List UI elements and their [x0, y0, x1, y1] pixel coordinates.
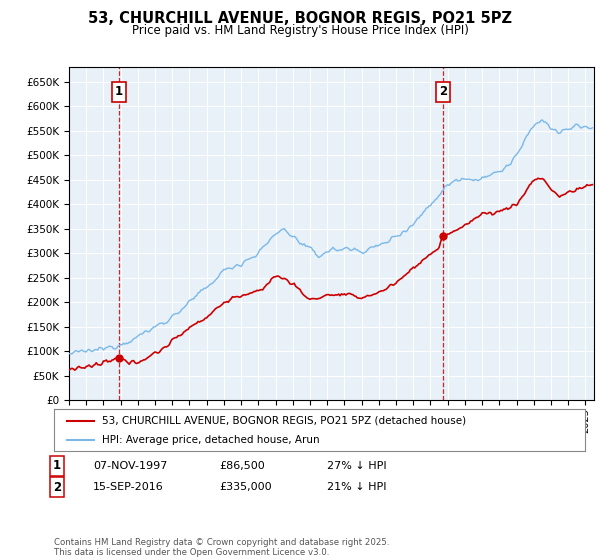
Text: 1: 1 [115, 85, 123, 98]
Text: 2: 2 [53, 480, 61, 494]
Text: 15-SEP-2016: 15-SEP-2016 [93, 482, 164, 492]
Text: £335,000: £335,000 [219, 482, 272, 492]
Text: Contains HM Land Registry data © Crown copyright and database right 2025.
This d: Contains HM Land Registry data © Crown c… [54, 538, 389, 557]
Text: HPI: Average price, detached house, Arun: HPI: Average price, detached house, Arun [102, 435, 319, 445]
Text: 53, CHURCHILL AVENUE, BOGNOR REGIS, PO21 5PZ: 53, CHURCHILL AVENUE, BOGNOR REGIS, PO21… [88, 11, 512, 26]
Text: 07-NOV-1997: 07-NOV-1997 [93, 461, 167, 471]
Text: 27% ↓ HPI: 27% ↓ HPI [327, 461, 386, 471]
Text: 1: 1 [53, 459, 61, 473]
Text: 53, CHURCHILL AVENUE, BOGNOR REGIS, PO21 5PZ (detached house): 53, CHURCHILL AVENUE, BOGNOR REGIS, PO21… [102, 416, 466, 426]
Text: 2: 2 [439, 85, 447, 98]
Text: Price paid vs. HM Land Registry's House Price Index (HPI): Price paid vs. HM Land Registry's House … [131, 24, 469, 36]
Text: £86,500: £86,500 [219, 461, 265, 471]
Text: 21% ↓ HPI: 21% ↓ HPI [327, 482, 386, 492]
